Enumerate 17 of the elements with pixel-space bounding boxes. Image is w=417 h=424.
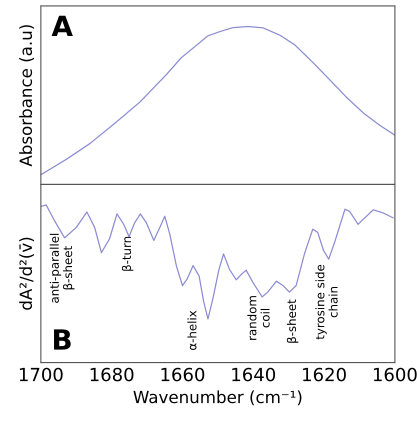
- annotation: tyrosine side chain: [315, 264, 338, 340]
- annotation: β-turn: [122, 236, 134, 271]
- x-tick-label: 1620: [303, 368, 346, 382]
- x-tick-label: 1660: [161, 368, 204, 382]
- x-tick-label: 1680: [90, 368, 134, 382]
- annotation: β-sheet: [286, 300, 298, 343]
- x-tick-label: 1700: [20, 368, 63, 382]
- annotation: α-helix: [187, 310, 197, 350]
- text: B: [54, 329, 71, 350]
- x-tick-label: 1600: [374, 368, 417, 382]
- annotation: random coil: [247, 296, 270, 340]
- x-axis-title: Wavenumber (cm⁻¹): [133, 390, 302, 406]
- x-tick-label: 1640: [232, 368, 276, 382]
- y-axis-title: Absorbance (a.u): [19, 25, 34, 166]
- chart-title: A: [52, 16, 73, 36]
- annotation: anti-parallel β-sheet: [50, 234, 74, 303]
- y-axis-title: dA²/d²(v̄): [19, 238, 34, 310]
